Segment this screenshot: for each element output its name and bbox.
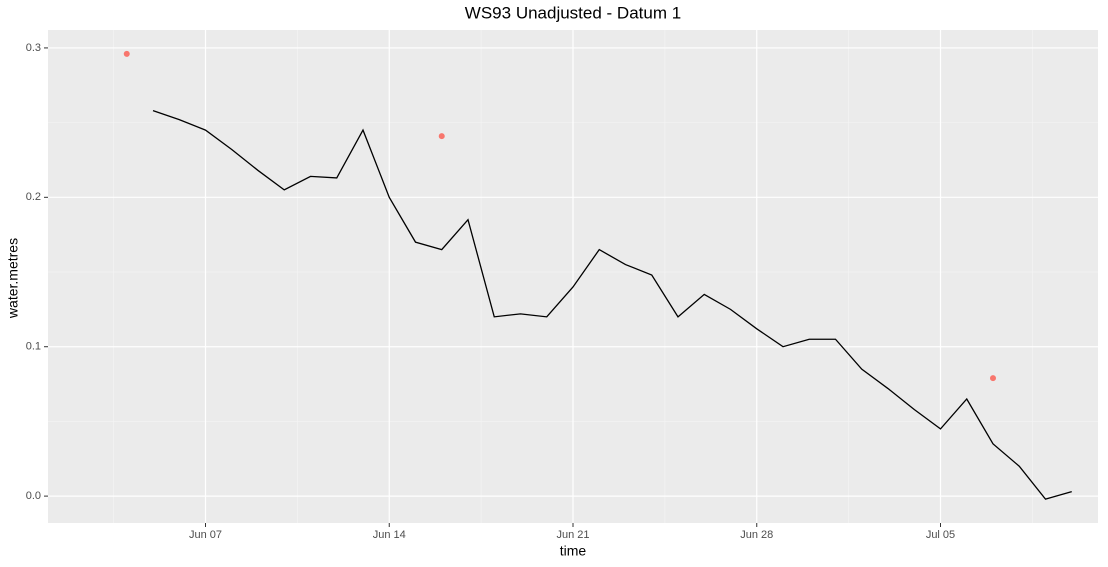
x-tick-label: Jun 07 xyxy=(189,529,222,541)
x-tick-label: Jul 05 xyxy=(926,529,955,541)
y-tick-label: 0.2 xyxy=(26,191,41,203)
data-point xyxy=(123,50,130,57)
x-tick-label: Jun 14 xyxy=(373,529,406,541)
data-point xyxy=(438,133,445,140)
x-axis-title: time xyxy=(560,543,587,559)
y-axis-title: water.metres xyxy=(5,238,21,319)
x-tick-label: Jun 28 xyxy=(740,529,773,541)
data-line xyxy=(152,110,1072,500)
x-tick-label: Jun 21 xyxy=(556,529,589,541)
chart-title: WS93 Unadjusted - Datum 1 xyxy=(465,3,681,22)
y-tick-label: 0.3 xyxy=(26,42,41,54)
data-point xyxy=(990,375,996,382)
y-tick-label: 0.0 xyxy=(26,490,41,502)
y-tick-label: 0.1 xyxy=(26,341,41,353)
